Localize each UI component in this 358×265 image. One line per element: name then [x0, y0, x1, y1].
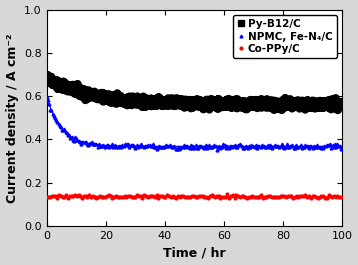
Co-PPy/C: [332, 196, 336, 200]
NPMC, Fe-N₄/C: [45, 96, 49, 99]
Co-PPy/C: [277, 196, 282, 199]
NPMC, Fe-N₄/C: [180, 145, 185, 149]
NPMC, Fe-N₄/C: [60, 126, 64, 129]
NPMC, Fe-N₄/C: [184, 148, 189, 151]
Py-B12/C: [188, 103, 193, 106]
NPMC, Fe-N₄/C: [340, 144, 344, 148]
Line: NPMC, Fe-N₄/C: NPMC, Fe-N₄/C: [45, 96, 343, 151]
NPMC, Fe-N₄/C: [332, 147, 336, 151]
Co-PPy/C: [60, 194, 64, 197]
Co-PPy/C: [332, 195, 336, 198]
Co-PPy/C: [45, 196, 49, 199]
Co-PPy/C: [340, 196, 344, 199]
Py-B12/C: [60, 86, 64, 89]
Y-axis label: Current density / A cm⁻²: Current density / A cm⁻²: [6, 33, 19, 202]
Legend: Py-B12/C, NPMC, Fe-N₄/C, Co-PPy/C: Py-B12/C, NPMC, Fe-N₄/C, Co-PPy/C: [233, 15, 337, 58]
NPMC, Fe-N₄/C: [332, 145, 336, 149]
Py-B12/C: [277, 103, 281, 106]
Co-PPy/C: [192, 192, 196, 195]
NPMC, Fe-N₄/C: [277, 146, 282, 149]
Py-B12/C: [331, 104, 335, 107]
Py-B12/C: [180, 100, 185, 103]
Py-B12/C: [336, 108, 340, 112]
Py-B12/C: [45, 73, 49, 77]
Py-B12/C: [332, 102, 336, 105]
Py-B12/C: [340, 104, 344, 107]
Line: Py-B12/C: Py-B12/C: [47, 75, 342, 110]
NPMC, Fe-N₄/C: [188, 144, 193, 147]
NPMC, Fe-N₄/C: [45, 96, 49, 99]
Py-B12/C: [45, 75, 49, 78]
Co-PPy/C: [160, 198, 164, 201]
Co-PPy/C: [188, 197, 193, 200]
X-axis label: Time / hr: Time / hr: [163, 246, 226, 259]
Co-PPy/C: [180, 193, 185, 197]
Line: Co-PPy/C: Co-PPy/C: [45, 192, 343, 201]
